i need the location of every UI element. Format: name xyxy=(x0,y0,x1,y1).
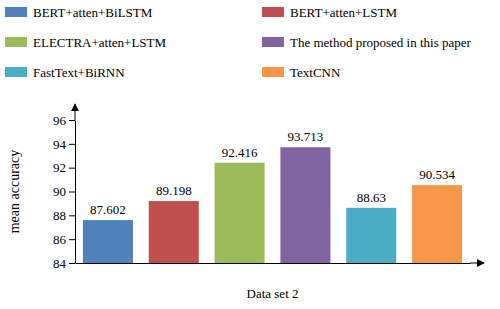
legend-swatch xyxy=(262,67,284,77)
y-tick-mark xyxy=(69,263,75,264)
bar xyxy=(149,201,199,263)
y-tick: 92 xyxy=(53,160,75,175)
bar xyxy=(280,147,330,263)
legend-label: BERT+atten+BiLSTM xyxy=(33,5,153,20)
data-label: 87.602 xyxy=(90,202,126,217)
y-tick-mark xyxy=(69,239,75,240)
bar xyxy=(83,220,133,263)
y-axis-arrow xyxy=(75,104,76,120)
y-tick-mark xyxy=(69,215,75,216)
legend-swatch xyxy=(5,7,27,17)
bar xyxy=(346,208,396,263)
legend-item: BERT+atten+BiLSTM xyxy=(5,5,153,20)
y-tick: 86 xyxy=(53,232,75,247)
legend-item: BERT+atten+LSTM xyxy=(262,5,397,20)
bars xyxy=(83,147,462,263)
y-tick-mark xyxy=(69,168,75,169)
data-labels: 87.602 89.198 92.416 93.713 88.63 90.534 xyxy=(90,129,455,217)
legend-label: FastText+BiRNN xyxy=(33,65,125,80)
y-tick: 90 xyxy=(53,184,75,199)
chart: BERT+atten+BiLSTM BERT+atten+LSTM ELECTRA+… xyxy=(0,0,500,309)
y-tick: 88 xyxy=(53,208,75,223)
y-tick-label: 86 xyxy=(53,232,67,247)
legend-swatch xyxy=(5,37,27,47)
y-axis: 84 86 88 90 92 94 96 xyxy=(53,113,76,271)
legend-label: BERT+atten+LSTM xyxy=(290,5,397,20)
legend-item: FastText+BiRNN xyxy=(5,65,125,80)
legend-swatch xyxy=(262,37,284,47)
y-tick-label: 92 xyxy=(53,160,66,175)
y-tick-label: 94 xyxy=(53,136,67,151)
legend-item: The method proposed in this paper xyxy=(262,35,472,50)
y-tick-label: 96 xyxy=(53,113,67,128)
legend-label: The method proposed in this paper xyxy=(290,35,472,50)
x-axis: Data set 2 xyxy=(76,263,471,301)
x-axis-line xyxy=(76,263,471,264)
data-label: 90.534 xyxy=(419,167,455,182)
legend-swatch xyxy=(262,7,284,17)
legend-item: ELECTRA+atten+LSTM xyxy=(5,35,167,50)
legend-label: ELECTRA+atten+LSTM xyxy=(33,35,167,50)
y-tick-mark xyxy=(69,120,75,121)
legend: BERT+atten+BiLSTM BERT+atten+LSTM ELECTRA+… xyxy=(5,5,472,80)
y-tick-mark xyxy=(69,144,75,145)
legend-swatch xyxy=(5,67,27,77)
legend-label: TextCNN xyxy=(290,65,341,80)
y-axis-title: mean accuracy xyxy=(7,150,22,234)
y-tick-label: 90 xyxy=(53,184,66,199)
data-label: 93.713 xyxy=(288,129,324,144)
data-label: 89.198 xyxy=(156,183,192,198)
bar xyxy=(412,185,462,263)
data-label: 88.63 xyxy=(357,190,386,205)
y-tick: 84 xyxy=(53,256,75,271)
x-axis-arrow xyxy=(470,263,484,264)
y-tick: 96 xyxy=(53,113,75,128)
x-tick: Data set 2 xyxy=(247,263,299,301)
legend-item: TextCNN xyxy=(262,65,341,80)
y-axis-line xyxy=(75,121,76,264)
bar xyxy=(215,163,265,263)
y-tick-label: 84 xyxy=(53,256,67,271)
y-tick: 94 xyxy=(53,136,75,151)
x-tick-label: Data set 2 xyxy=(247,286,299,301)
y-tick-label: 88 xyxy=(53,208,66,223)
data-label: 92.416 xyxy=(222,145,258,160)
y-tick-mark xyxy=(69,192,75,193)
